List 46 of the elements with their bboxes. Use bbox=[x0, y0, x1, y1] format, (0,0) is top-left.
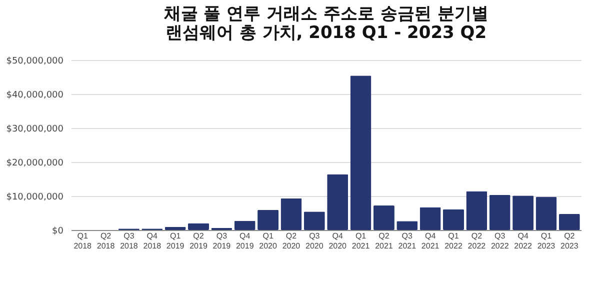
bar bbox=[466, 191, 488, 230]
x-tick-label: Q2 2020 bbox=[282, 232, 301, 250]
x-tick-label: Q4 2020 bbox=[328, 232, 348, 250]
x-tick-label: Q2 2023 bbox=[560, 232, 579, 250]
x-tick-label: Q1 2019 bbox=[166, 232, 185, 250]
x-tick-label: Q2 2022 bbox=[468, 232, 486, 250]
x-tick-label: Q4 2022 bbox=[514, 232, 532, 250]
x-tick-label: Q1 2023 bbox=[537, 232, 556, 250]
bar bbox=[558, 214, 580, 230]
x-tick-label: Q3 2019 bbox=[212, 232, 232, 250]
y-tick-label: $10,000,000 bbox=[6, 192, 64, 202]
y-tick-label: $20,000,000 bbox=[6, 158, 64, 168]
chart-title: 채굴 풀 연루 거래소 주소로 송금된 분기별 랜섬웨어 총 가치, 2018 Q1 - 2023 Q2 bbox=[162, 4, 488, 43]
bar bbox=[258, 210, 279, 230]
bar bbox=[304, 212, 325, 230]
bar bbox=[188, 223, 209, 230]
x-tick-label: Q1 2020 bbox=[259, 232, 278, 250]
bar bbox=[350, 76, 372, 230]
y-tick-label: $40,000,000 bbox=[6, 90, 64, 100]
y-tick-label: $30,000,000 bbox=[6, 124, 64, 134]
x-tick-label: Q3 2018 bbox=[120, 232, 138, 250]
x-tick-label: Q1 2018 bbox=[74, 232, 92, 250]
bar bbox=[536, 197, 557, 230]
bar bbox=[512, 196, 534, 230]
x-tick-label: Q3 2020 bbox=[306, 232, 324, 250]
x-tick-label: Q4 2019 bbox=[236, 232, 254, 250]
x-tick-label: Q3 2022 bbox=[490, 232, 510, 250]
bar bbox=[489, 194, 510, 230]
bar bbox=[164, 226, 186, 230]
y-tick-label: $50,000,000 bbox=[6, 56, 64, 66]
bar bbox=[373, 206, 394, 230]
x-tick-label: Q3 2021 bbox=[398, 232, 417, 250]
bar bbox=[420, 207, 441, 230]
x-tick-label: Q1 2022 bbox=[444, 232, 463, 250]
bar bbox=[234, 220, 256, 230]
bar bbox=[280, 198, 302, 230]
bar bbox=[396, 221, 418, 230]
x-tick-label: Q4 2018 bbox=[143, 232, 162, 250]
x-tick-label: Q2 2021 bbox=[375, 232, 394, 250]
y-tick-label: $0 bbox=[52, 226, 64, 236]
x-tick-label: Q4 2021 bbox=[421, 232, 440, 250]
x-tick-label: Q2 2018 bbox=[96, 232, 116, 250]
bar bbox=[327, 174, 348, 230]
bar bbox=[443, 209, 464, 230]
x-tick-label: Q2 2019 bbox=[190, 232, 208, 250]
x-tick-label: Q1 2021 bbox=[352, 232, 370, 250]
